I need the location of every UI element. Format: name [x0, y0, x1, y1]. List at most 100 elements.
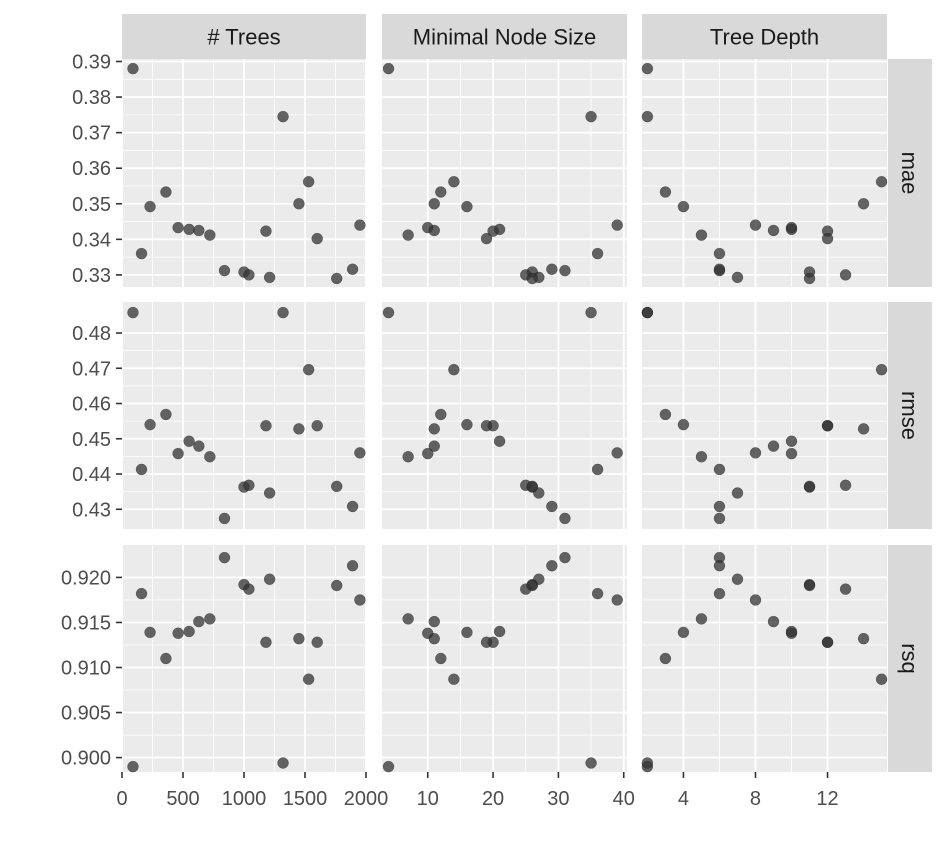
facet-strip-row — [888, 59, 932, 287]
x-tick-label: 4 — [678, 788, 689, 810]
x-tick-label: 20 — [482, 788, 504, 810]
data-point-rsq-trees — [243, 583, 255, 595]
y-tick-label: 0.920 — [61, 567, 111, 589]
data-point-mae-trees — [160, 186, 172, 198]
data-point-mae-depth — [695, 229, 708, 241]
data-point-rsq-trees — [311, 636, 323, 649]
data-point-mae-min_n — [591, 247, 604, 260]
x-tick-label: 0 — [116, 788, 127, 810]
panel-mae-min_n — [382, 59, 627, 287]
data-point-rmse-depth — [695, 450, 708, 463]
data-point-rmse-trees — [346, 500, 359, 513]
data-point-rsq-depth — [875, 673, 888, 685]
data-point-rmse-depth — [857, 423, 870, 435]
data-point-rmse-min_n — [382, 306, 395, 319]
data-point-rsq-trees — [135, 587, 148, 600]
data-point-rmse-trees — [127, 306, 139, 319]
data-point-rsq-depth — [803, 579, 816, 592]
data-point-mae-min_n — [546, 263, 558, 275]
x-tick-label: 10 — [417, 788, 439, 810]
data-point-rsq-min_n — [493, 625, 506, 638]
x-tick-label: 8 — [750, 788, 761, 810]
data-point-rsq-trees — [346, 559, 359, 572]
data-point-rsq-trees — [263, 573, 276, 585]
data-point-rmse-min_n — [448, 363, 460, 376]
x-tick-label: 1000 — [222, 788, 267, 810]
y-tick-label: 0.46 — [72, 394, 111, 416]
data-point-rmse-depth — [659, 408, 672, 421]
data-point-rmse-depth — [821, 419, 834, 432]
data-point-mae-min_n — [461, 200, 473, 213]
data-point-rsq-trees — [160, 652, 172, 665]
y-tick-label: 0.35 — [72, 194, 111, 216]
data-point-rmse-min_n — [526, 480, 539, 493]
data-point-mae-trees — [172, 221, 184, 234]
data-point-rmse-trees — [160, 408, 172, 421]
data-point-mae-trees — [263, 271, 276, 284]
data-point-rsq-trees — [260, 636, 272, 649]
data-point-rmse-trees — [311, 419, 323, 432]
data-point-rsq-depth — [641, 757, 654, 769]
panel-rsq-depth — [642, 545, 887, 772]
data-point-rmse-depth — [641, 306, 654, 319]
data-point-mae-min_n — [611, 219, 623, 231]
data-point-mae-trees — [127, 62, 139, 75]
y-tick-label: 0.36 — [72, 158, 111, 180]
data-point-rmse-trees — [293, 423, 305, 435]
data-point-rmse-trees — [243, 479, 255, 492]
data-point-mae-min_n — [585, 110, 597, 123]
data-point-rsq-min_n — [559, 551, 571, 564]
data-point-rsq-depth — [821, 636, 834, 649]
data-point-mae-trees — [204, 229, 216, 241]
panels-layer — [121, 59, 887, 772]
data-point-mae-min_n — [526, 272, 539, 285]
data-point-rsq-depth — [677, 626, 690, 639]
data-point-rsq-depth — [785, 625, 798, 638]
data-point-mae-trees — [218, 264, 231, 277]
data-point-rmse-depth — [713, 500, 726, 513]
data-point-rsq-min_n — [448, 673, 460, 685]
data-point-rmse-trees — [218, 512, 231, 525]
data-point-rmse-min_n — [546, 500, 558, 513]
y-tick-label: 0.39 — [72, 51, 111, 73]
data-point-rsq-depth — [695, 613, 708, 625]
data-point-rsq-trees — [330, 579, 343, 592]
data-point-mae-min_n — [448, 175, 460, 188]
y-tick-label: 0.38 — [72, 87, 111, 109]
y-tick-label: 0.915 — [61, 612, 111, 634]
data-point-rmse-trees — [172, 447, 184, 460]
facet-strip-column — [382, 14, 627, 59]
data-point-mae-trees — [144, 200, 156, 213]
data-point-mae-trees — [260, 225, 272, 237]
data-point-rsq-min_n — [428, 615, 441, 628]
data-point-mae-trees — [183, 223, 195, 236]
facet-column-label: Tree Depth — [710, 25, 819, 50]
data-point-mae-trees — [330, 272, 343, 285]
y-tick-label: 0.44 — [72, 464, 111, 486]
data-point-rmse-trees — [135, 463, 148, 476]
data-point-mae-min_n — [435, 186, 447, 198]
facet-strip-column — [122, 14, 366, 59]
y-tick-label: 0.900 — [61, 748, 111, 770]
data-point-rmse-min_n — [493, 435, 506, 447]
data-point-rmse-min_n — [585, 306, 597, 319]
data-point-rmse-trees — [330, 480, 343, 493]
data-point-mae-depth — [767, 224, 780, 237]
data-point-mae-min_n — [428, 224, 441, 237]
data-point-rmse-min_n — [591, 463, 604, 476]
x-tick-label: 40 — [613, 788, 635, 810]
points-layer — [127, 62, 888, 773]
facet-row-label: rmse — [897, 391, 922, 440]
data-point-mae-trees — [277, 110, 289, 123]
data-point-rmse-min_n — [428, 440, 441, 452]
data-point-mae-trees — [354, 219, 366, 231]
data-point-mae-trees — [243, 269, 255, 281]
data-point-rmse-depth — [677, 418, 690, 431]
data-point-mae-min_n — [559, 264, 571, 277]
data-point-rsq-depth — [767, 615, 780, 628]
data-point-mae-trees — [135, 247, 148, 260]
data-point-rsq-min_n — [611, 594, 623, 606]
data-point-rmse-min_n — [461, 418, 473, 431]
data-point-rmse-min_n — [428, 423, 441, 435]
data-point-rsq-trees — [183, 625, 195, 638]
